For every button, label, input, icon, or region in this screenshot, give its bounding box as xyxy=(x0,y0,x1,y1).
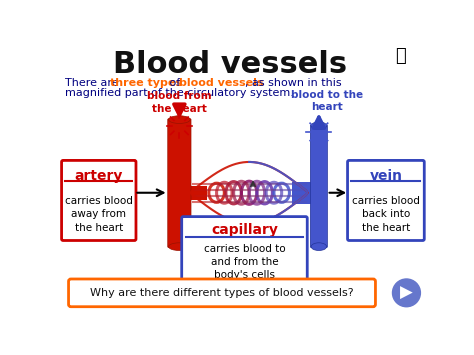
Text: capillary: capillary xyxy=(211,224,278,237)
Text: There are: There are xyxy=(65,78,123,88)
FancyBboxPatch shape xyxy=(62,160,136,240)
FancyBboxPatch shape xyxy=(168,119,191,247)
Text: carries blood
away from
the heart: carries blood away from the heart xyxy=(65,196,133,233)
Text: magnified part of the circulatory system.: magnified part of the circulatory system… xyxy=(65,88,294,98)
Text: blood to the
heart: blood to the heart xyxy=(291,90,363,112)
Text: ▶: ▶ xyxy=(400,284,413,302)
Ellipse shape xyxy=(311,122,327,130)
Polygon shape xyxy=(292,182,313,203)
Text: of: of xyxy=(165,78,183,88)
Text: blood from
the heart: blood from the heart xyxy=(147,92,212,114)
FancyBboxPatch shape xyxy=(182,217,307,281)
Polygon shape xyxy=(189,186,207,200)
Text: carries blood
back into
the heart: carries blood back into the heart xyxy=(352,196,420,233)
Ellipse shape xyxy=(169,116,190,124)
FancyBboxPatch shape xyxy=(310,125,328,247)
Text: Why are there different types of blood vessels?: Why are there different types of blood v… xyxy=(90,288,354,298)
Text: vein: vein xyxy=(369,169,402,183)
Text: three types: three types xyxy=(109,78,182,88)
Circle shape xyxy=(392,279,420,307)
Text: blood vessels: blood vessels xyxy=(179,78,264,88)
Text: artery: artery xyxy=(74,169,123,183)
Ellipse shape xyxy=(169,243,190,251)
Text: carries blood to
and from the
body's cells: carries blood to and from the body's cel… xyxy=(204,244,285,280)
Ellipse shape xyxy=(311,243,327,251)
FancyBboxPatch shape xyxy=(347,160,424,240)
Text: , as shown in this: , as shown in this xyxy=(245,78,341,88)
Text: Blood vessels: Blood vessels xyxy=(113,50,347,79)
FancyBboxPatch shape xyxy=(69,279,375,307)
Text: 📖: 📖 xyxy=(395,48,406,65)
